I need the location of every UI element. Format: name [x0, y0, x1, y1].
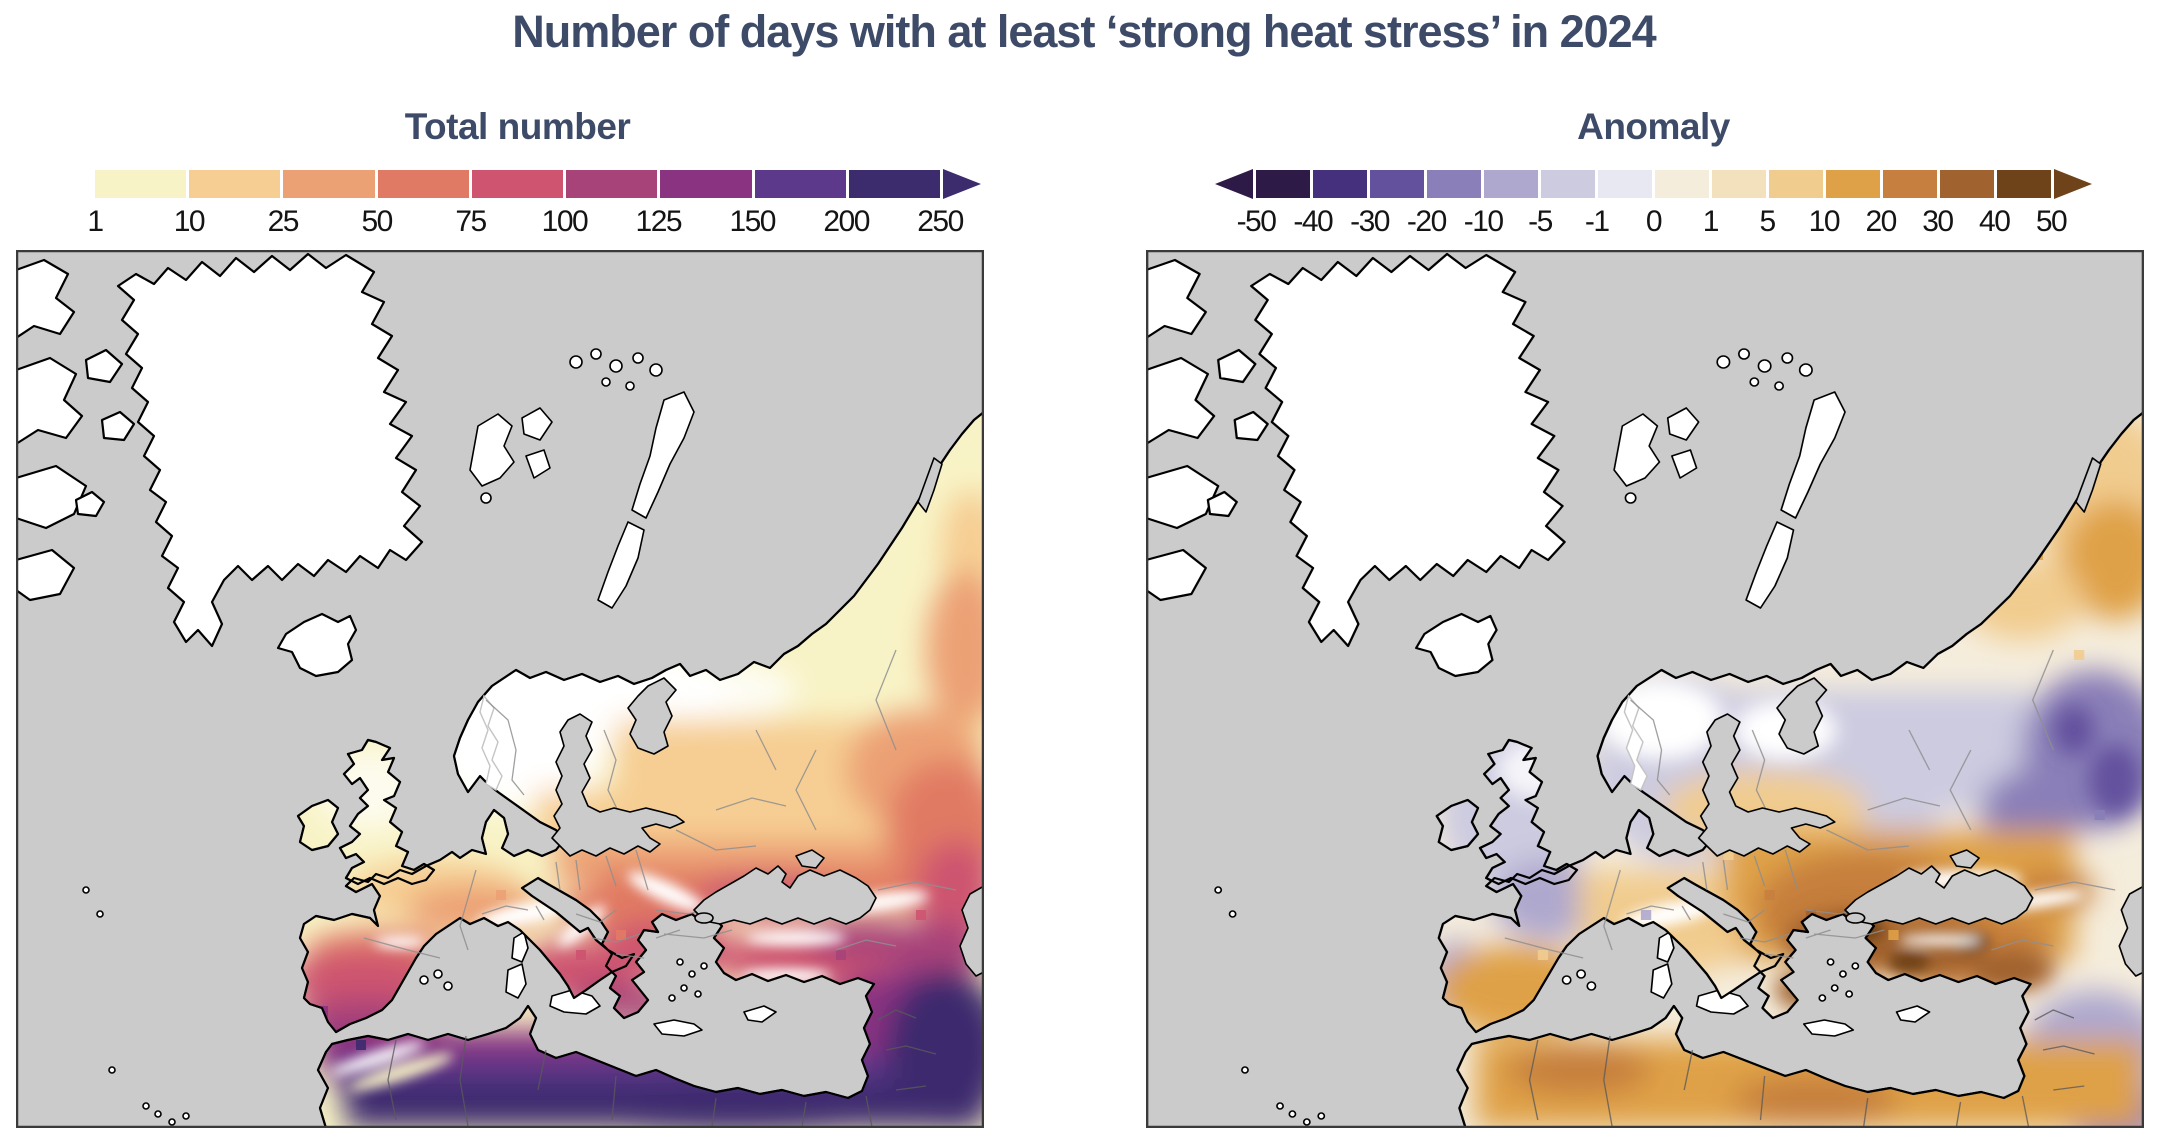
colorbar-segment [471, 170, 564, 198]
anomaly-colorbar-ticks: -50 -40 -30 -20 -10 -5 -1 0 1 5 10 20 30 40 50 [1237, 205, 2068, 243]
anomaly-colorbar-right-arrow-icon [2054, 169, 2092, 199]
colorbar-segment [1883, 170, 1937, 198]
colorbar-tick-label: 100 [541, 205, 589, 238]
colorbar-tick-label: -5 [1528, 205, 1553, 238]
colorbar-segment [95, 170, 187, 198]
colorbar-segment [1598, 170, 1652, 198]
colorbar-segment [754, 170, 846, 198]
colorbar-tick-label: -30 [1350, 205, 1390, 238]
colorbar-segment [566, 170, 658, 198]
colorbar-segment [1655, 170, 1709, 198]
colorbar-segment [1769, 170, 1823, 198]
colorbar-tick-label: 10 [173, 205, 206, 238]
anomaly-colorbar: -50 -40 -30 -20 -10 -5 -1 0 1 5 10 20 30 40 50 [1215, 169, 2092, 238]
map-frame-right [1146, 250, 2144, 1128]
colorbar-segment [1427, 170, 1481, 198]
colorbar-tick-label: 150 [729, 205, 776, 238]
colorbar-tick-label: 125 [635, 205, 683, 238]
colorbar-segment [377, 170, 469, 198]
colorbar-segment [1484, 170, 1538, 198]
colorbar-tick-label: 0 [1645, 205, 1663, 238]
colorbar-tick-label: 250 [917, 205, 964, 238]
total-number-map [16, 250, 984, 1128]
colorbar-segment [1826, 170, 1880, 198]
colorbar-tick-label: 20 [1865, 205, 1897, 238]
colorbar-segment [1370, 170, 1424, 198]
total-colorbar-right-arrow-icon [943, 169, 981, 199]
colorbar-tick-label: -10 [1463, 205, 1504, 238]
colorbar-tick-label: 75 [455, 205, 487, 238]
anomaly-map [1146, 250, 2144, 1128]
colorbar-segment [189, 170, 281, 198]
colorbar-tick-label: -40 [1293, 205, 1333, 238]
colorbar-tick-label: 10 [1808, 205, 1841, 238]
colorbar-tick-label: -20 [1406, 205, 1447, 238]
total-colorbar: 1 10 25 50 75 100 125 150 200 250 [87, 169, 981, 238]
anomaly-colorbar-title: Anomaly [1577, 106, 1730, 147]
colorbar-tick-label: 1 [87, 205, 104, 238]
total-colorbar-title: Total number [404, 106, 631, 147]
colorbar-tick-label: 5 [1759, 205, 1776, 238]
colorbar-segment [660, 170, 752, 198]
anomaly-colorbar-segments [1256, 170, 2051, 198]
colorbar-tick-label: 40 [1979, 205, 2011, 238]
colorbar-segment [1313, 170, 1367, 198]
figure-title: Number of days with at least ‘strong hea… [512, 6, 1656, 57]
colorbar-tick-label: 50 [2035, 205, 2068, 238]
colorbar-segment [1256, 170, 1310, 198]
total-colorbar-segments [95, 170, 940, 198]
colorbar-segment [1541, 170, 1595, 198]
colorbar-tick-label: -1 [1584, 205, 1610, 238]
colorbar-segment [1712, 170, 1766, 198]
colorbar-tick-label: 30 [1922, 205, 1954, 238]
colorbar-segment [1997, 170, 2051, 198]
map-frame-left [16, 250, 984, 1128]
colorbar-tick-label: 1 [1702, 205, 1720, 238]
colorbar-segment [283, 170, 375, 198]
colorbar-tick-label: 200 [823, 205, 870, 238]
colorbar-tick-label: 50 [361, 205, 393, 238]
anomaly-colorbar-left-arrow-icon [1215, 169, 1253, 199]
total-colorbar-ticks: 1 10 25 50 75 100 125 150 200 250 [87, 205, 964, 243]
colorbar-segment [848, 170, 940, 198]
colorbar-segment [1940, 170, 1994, 198]
colorbar-tick-label: 25 [267, 205, 300, 238]
colorbar-tick-label: -50 [1236, 205, 1277, 238]
